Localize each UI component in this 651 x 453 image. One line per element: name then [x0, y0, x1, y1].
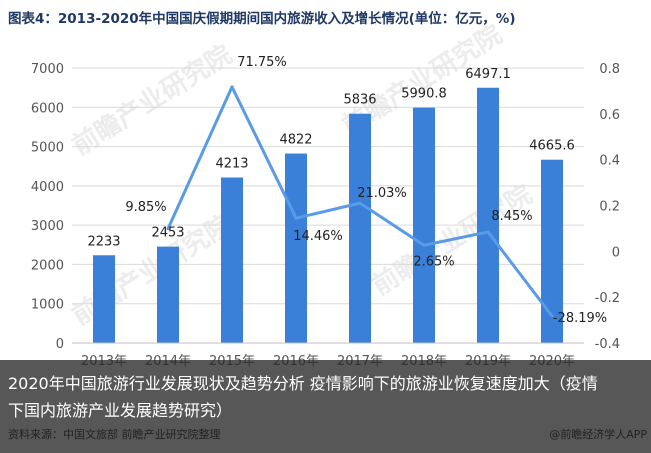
caption-text: 2020年中国旅游行业发展现状及趋势分析 疫情影响下的旅游业恢复速度加大（疫情下… [8, 374, 598, 420]
bar-data-label: 4665.6 [529, 139, 575, 154]
bar [413, 107, 435, 343]
right-tick-label: 0.8 [599, 62, 620, 77]
left-axis: 0 1000 2000 3000 4000 5000 6000 7000 [31, 62, 64, 352]
line-data-label: 14.46% [293, 229, 343, 244]
left-tick-label: 6000 [31, 101, 64, 116]
line-point [358, 201, 362, 205]
bar-data-label: 6497.1 [465, 67, 511, 82]
line-data-label: 9.85% [125, 200, 166, 215]
line-data-label: 2.65% [413, 254, 454, 269]
bar [93, 255, 115, 343]
right-tick-label: -0.4 [595, 337, 620, 352]
line-point [166, 227, 170, 231]
bar-data-label: 5836 [343, 93, 376, 108]
left-tick-label: 2000 [31, 258, 64, 273]
line-data-label: 71.75% [237, 55, 287, 70]
credit-note: @前瞻经济学人APP [549, 428, 647, 441]
bar [477, 87, 499, 344]
right-tick-label: -0.2 [595, 291, 620, 306]
line-point [294, 216, 298, 220]
left-tick-label: 7000 [31, 62, 64, 77]
bar-data-label: 4822 [279, 133, 312, 148]
line-data-labels: 9.85% 71.75% 14.46% 21.03% 2.65% 8.45% -28.19% [125, 55, 607, 326]
right-axis: -0.4 -0.2 0 0.2 0.4 0.6 0.8 [595, 62, 620, 352]
bar-series [93, 87, 563, 344]
bar-data-label: 2453 [151, 226, 184, 241]
left-tick-label: 4000 [31, 180, 64, 195]
right-tick-label: 0.2 [599, 200, 620, 215]
bar [541, 159, 563, 343]
bar-data-label: 2233 [87, 234, 120, 249]
right-tick-label: 0.4 [599, 154, 620, 169]
left-tick-label: 3000 [31, 219, 64, 234]
line-series [166, 85, 554, 318]
line-point [486, 230, 490, 234]
bar [157, 246, 179, 343]
left-tick-label: 0 [56, 337, 64, 352]
line-data-label: 21.03% [357, 186, 407, 201]
right-tick-label: 0 [612, 245, 620, 260]
source-note: 资料来源：中国文旅部 前瞻产业研究院整理 [8, 428, 221, 441]
bar-data-label: 5990.8 [401, 87, 447, 102]
bar [285, 153, 307, 343]
bar-data-label: 4213 [215, 156, 248, 171]
right-tick-label: 0.6 [599, 108, 620, 123]
left-tick-label: 1000 [31, 298, 64, 313]
left-tick-label: 5000 [31, 141, 64, 156]
line-point [422, 243, 426, 247]
chart-title: 图表4：2013-2020年中国国庆假期期间国内旅游收入及增长情况(单位：亿元，… [8, 11, 516, 27]
bar [349, 113, 371, 343]
bar-data-labels: 2233 2453 4213 4822 5836 5990.8 6497.1 4665.6 [87, 67, 574, 250]
caption-overlay [0, 360, 651, 453]
line-data-label: -28.19% [553, 311, 607, 326]
bar [221, 177, 243, 343]
line-data-label: 8.45% [491, 209, 532, 224]
line-point [230, 85, 234, 89]
line-point [550, 314, 554, 318]
